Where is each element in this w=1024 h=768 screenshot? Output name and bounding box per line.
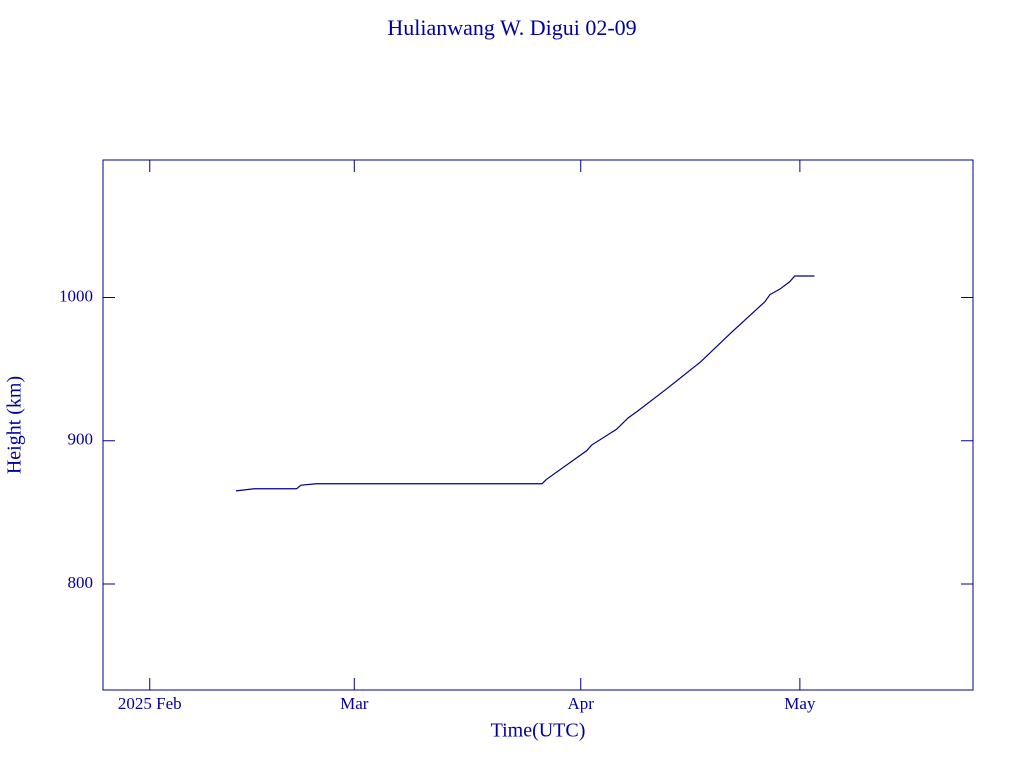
- x-tick-label: Mar: [340, 694, 369, 713]
- plot-frame: [102, 159, 974, 691]
- x-axis-label: Time(UTC): [491, 720, 586, 742]
- y-tick-label: 900: [68, 430, 94, 449]
- x-tick-label: Apr: [568, 694, 595, 713]
- data-line: [235, 275, 815, 492]
- x-tick-label: 2025 Feb: [118, 694, 182, 713]
- y-tick-label: 800: [68, 573, 94, 592]
- x-tick-label: May: [784, 694, 816, 713]
- chart-title: Hulianwang W. Digui 02-09: [387, 15, 636, 40]
- y-axis-label: Height (km): [4, 376, 26, 474]
- y-tick-label: 1000: [59, 286, 93, 305]
